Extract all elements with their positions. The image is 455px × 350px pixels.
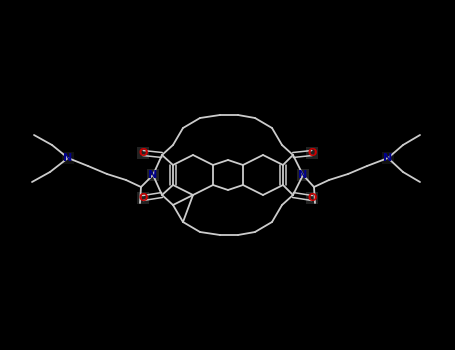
Text: N: N (384, 153, 393, 163)
FancyBboxPatch shape (137, 192, 149, 204)
Text: O: O (138, 193, 148, 203)
FancyBboxPatch shape (137, 147, 149, 159)
FancyBboxPatch shape (306, 147, 318, 159)
FancyBboxPatch shape (297, 169, 309, 181)
Text: N: N (298, 170, 308, 180)
Text: O: O (307, 193, 317, 203)
Text: N: N (148, 170, 157, 180)
FancyBboxPatch shape (382, 152, 394, 164)
FancyBboxPatch shape (147, 169, 159, 181)
FancyBboxPatch shape (306, 192, 318, 204)
Text: O: O (307, 148, 317, 158)
FancyBboxPatch shape (62, 152, 74, 164)
Text: N: N (63, 153, 73, 163)
Text: O: O (138, 148, 148, 158)
